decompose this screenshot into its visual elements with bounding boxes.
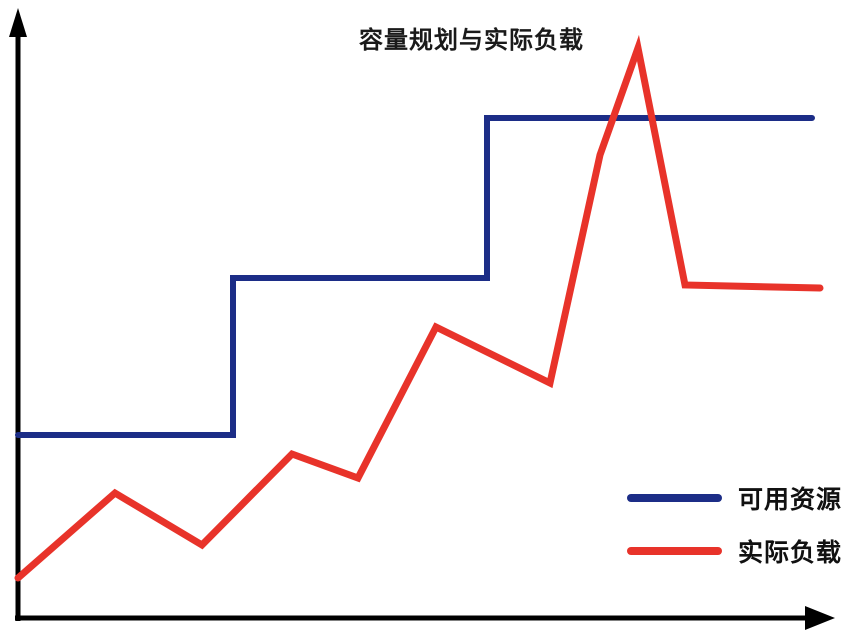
legend-label-available-resources: 可用资源 [738,486,843,514]
x-axis [15,606,835,630]
y-axis [9,8,27,621]
x-axis-arrow-icon [805,606,835,630]
series-lines [14,34,824,582]
legend-item-available-resources: 可用资源 [627,483,843,514]
series-line-0 [15,115,815,438]
y-axis-arrow-icon [9,8,27,37]
legend-label-actual-load: 实际负载 [738,539,843,567]
legend-line-actual-load [627,547,722,555]
legend-line-available-resources [627,494,722,502]
series-line-1 [14,34,824,582]
legend-item-actual-load: 实际负载 [627,536,843,567]
chart-title: 容量规划与实际负载 [359,27,584,54]
